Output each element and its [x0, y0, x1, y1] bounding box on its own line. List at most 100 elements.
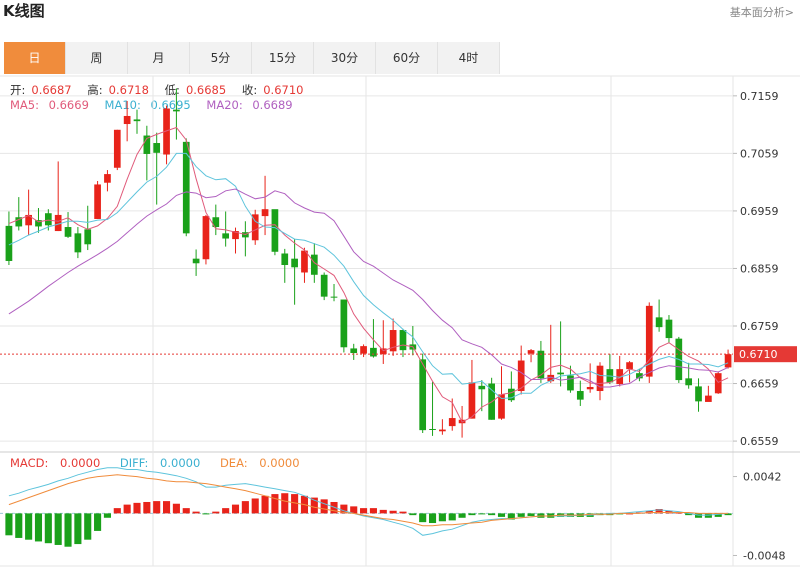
period-tabs: 日 周 月 5分 15分 30分 60分 4时: [4, 42, 500, 74]
candle-body: [64, 227, 72, 237]
macd-bar: [15, 513, 23, 538]
candle-body: [537, 350, 545, 379]
fundamental-analysis-link[interactable]: 基本面分析>: [729, 6, 794, 19]
ma20-label: MA20:: [206, 98, 243, 112]
tab-15min[interactable]: 15分: [252, 42, 314, 74]
candle-body: [202, 216, 210, 260]
macd-bar: [54, 513, 62, 545]
macd-bar: [399, 511, 407, 514]
candle-body: [429, 428, 436, 430]
tab-4h[interactable]: 4时: [438, 42, 500, 74]
candle-body: [557, 372, 564, 375]
candle-body: [163, 108, 170, 155]
diff-label: DIFF:: [119, 456, 149, 470]
macd-bar: [143, 501, 151, 514]
macd-bar: [360, 508, 368, 514]
macd-bar: [310, 497, 318, 514]
macd-bar: [192, 511, 200, 514]
candle-body: [182, 141, 190, 234]
macd-bar: [123, 504, 131, 514]
candle-body: [645, 305, 653, 377]
candle-body: [113, 129, 121, 168]
tab-week[interactable]: 周: [66, 42, 128, 74]
macd-bar: [212, 511, 220, 514]
macd-bar: [507, 513, 515, 520]
candle-body: [626, 362, 633, 370]
dea-label: DEA:: [219, 456, 248, 470]
close-value: 0.6710: [263, 83, 304, 97]
macd-bar: [291, 494, 299, 514]
candle-body: [133, 119, 141, 122]
candle-body: [685, 378, 693, 386]
ma10-value: 0.6695: [150, 98, 191, 112]
macd-tick-label: 0.0042: [743, 471, 782, 484]
y-tick-label: 0.6559: [740, 435, 779, 448]
open-label: 开:: [10, 83, 26, 97]
candle-body: [143, 135, 151, 154]
tab-day[interactable]: 日: [4, 42, 66, 74]
candle-body: [153, 143, 161, 153]
candle-body: [379, 348, 387, 355]
macd-bar: [133, 502, 141, 514]
candle-body: [173, 109, 180, 112]
macd-bar: [172, 503, 180, 514]
candle-body: [370, 347, 377, 357]
candle-body: [44, 213, 52, 226]
macd-bar: [231, 504, 240, 514]
macd-readout: MACD: 0.0000 DIFF: 0.0000 DEA: 0.0000: [10, 456, 316, 470]
macd-bar: [419, 513, 427, 523]
candle-body: [25, 214, 32, 226]
candle-body: [636, 373, 643, 379]
candle-body: [5, 225, 13, 261]
tab-30min[interactable]: 30分: [314, 42, 376, 74]
candle-body: [547, 374, 555, 382]
last-price-label: 0.6710: [739, 348, 778, 361]
candle-body: [616, 369, 624, 385]
candle-body: [360, 346, 367, 354]
macd-bar: [478, 513, 486, 515]
candle-body: [35, 220, 42, 227]
macd-bar: [113, 508, 121, 514]
macd-bar: [182, 508, 190, 514]
macd-bar: [527, 513, 535, 517]
macd-bar: [350, 506, 358, 514]
ma20-value: 0.6689: [252, 98, 293, 112]
tab-month[interactable]: 月: [128, 42, 190, 74]
macd-bar: [724, 513, 732, 516]
candle-body: [281, 253, 289, 265]
macd-bar: [261, 495, 269, 514]
tab-60min[interactable]: 60分: [376, 42, 438, 74]
macd-bar: [271, 494, 279, 514]
candle-body: [212, 217, 220, 228]
candle-body: [291, 258, 298, 268]
candle-body: [448, 418, 456, 427]
macd-bar: [251, 498, 259, 514]
ohlc-readout: 开: 0.6687 高: 0.6718 低: 0.6685 收: 0.6710: [10, 82, 315, 98]
candle-body: [567, 375, 574, 391]
macd-bar: [202, 513, 210, 515]
candle-body: [517, 360, 525, 392]
close-label: 收:: [241, 83, 258, 97]
candle-body: [54, 214, 62, 232]
macd-bar: [369, 508, 377, 514]
macd-bar: [25, 513, 33, 540]
macd-bar: [468, 513, 476, 516]
macd-bar: [94, 513, 102, 531]
tab-5min[interactable]: 5分: [190, 42, 252, 74]
candle-body: [340, 299, 348, 348]
candle-body: [350, 348, 358, 354]
dea-value: 0.0000: [259, 456, 300, 470]
candle-body: [586, 386, 594, 390]
y-tick-label: 0.6759: [740, 320, 779, 333]
candle-body: [468, 382, 476, 419]
candle-body: [498, 394, 505, 419]
candle-body: [507, 388, 515, 401]
ma5-label: MA5:: [10, 98, 39, 112]
macd-bar: [458, 513, 466, 518]
macd-bar: [428, 513, 437, 524]
y-tick-label: 0.7159: [740, 90, 779, 103]
macd-bar: [655, 509, 663, 514]
high-value: 0.6718: [108, 83, 149, 97]
candle-body: [310, 254, 318, 275]
